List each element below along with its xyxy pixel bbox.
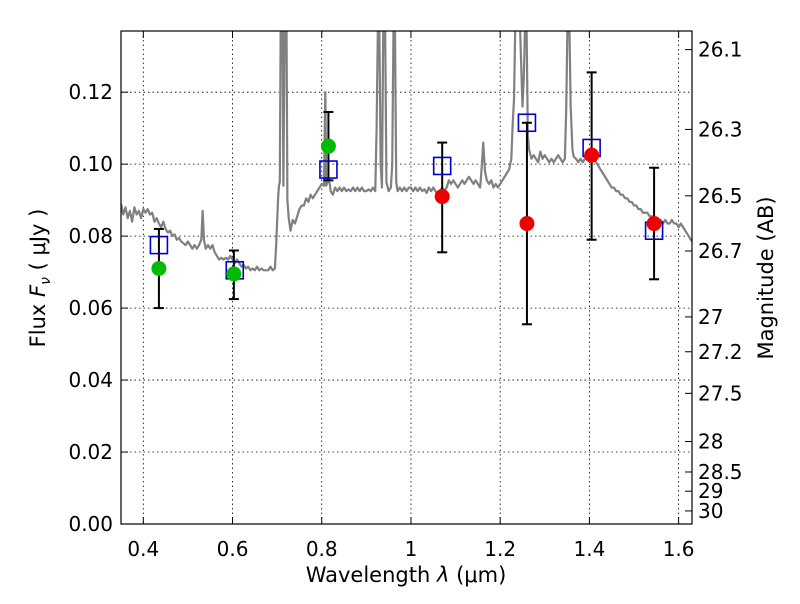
x-tick-label: 1.4 <box>573 537 605 561</box>
observed-point-red <box>584 147 600 163</box>
magnitude-tick-label: 26.3 <box>698 117 743 141</box>
x-tick-label: 1.2 <box>484 537 516 561</box>
y-axis-label-prefix: Flux <box>26 304 50 348</box>
plot-frame <box>120 30 693 525</box>
magnitude-axis-label: Magnitude (AB) <box>754 196 778 359</box>
observed-point-red <box>434 189 450 205</box>
x-tick-label: 0.6 <box>217 537 249 561</box>
magnitude-tick-label: 27.2 <box>698 340 743 364</box>
ticks-layer: 0.4 0.6 0.8 1 1.2 1.4 1.6 0.00 0.02 0.04 0.06 0.08 0… <box>68 31 743 561</box>
observed-point-green <box>320 138 336 154</box>
y-axis-label-symbol: F <box>26 284 50 297</box>
magnitude-tick-label: 27.5 <box>698 381 743 405</box>
y-axis-label: Flux Fν ( μJy ) <box>26 209 54 348</box>
magnitude-tick-label: 27 <box>698 305 723 329</box>
x-axis-label: Wavelength λ (μm) <box>306 563 507 587</box>
observed-point-green <box>226 266 242 282</box>
x-axis-label-unit: (μm) <box>456 563 506 587</box>
x-axis-label-prefix: Wavelength <box>306 563 431 587</box>
x-axis-label-symbol: λ <box>436 563 449 587</box>
x-tick-label: 0.4 <box>127 537 159 561</box>
model-photometry-square <box>149 235 169 255</box>
x-tick-label: 1 <box>405 537 418 561</box>
magnitude-tick-label: 26.7 <box>698 239 743 263</box>
points-layer <box>151 138 662 282</box>
magnitude-tick-label: 26.1 <box>698 38 743 62</box>
magnitude-tick-label: 29 <box>698 479 723 503</box>
magnitude-tick-label: 30 <box>698 499 723 523</box>
y-tick-label: 0.10 <box>68 152 113 176</box>
observed-point-red <box>519 216 535 232</box>
y-tick-label: 0.04 <box>68 368 113 392</box>
magnitude-tick-label: 28 <box>698 430 723 454</box>
y-tick-label: 0.12 <box>68 80 113 104</box>
magnitude-tick-label: 28.5 <box>698 460 743 484</box>
model-photometry-square <box>319 160 338 179</box>
observed-point-red <box>646 216 662 232</box>
model-photometry-square <box>517 113 537 133</box>
x-tick-label: 0.8 <box>306 537 338 561</box>
y-axis-label-subscript: ν <box>38 277 54 285</box>
y-tick-label: 0.08 <box>68 224 113 248</box>
y-tick-label: 0.06 <box>68 296 113 320</box>
observed-point-green <box>151 261 167 277</box>
magnitude-tick-label: 26.5 <box>698 184 743 208</box>
y-tick-label: 0.02 <box>68 440 113 464</box>
model-photometry-square <box>432 156 452 176</box>
x-tick-label: 1.6 <box>663 537 695 561</box>
grid <box>121 31 692 524</box>
y-tick-label: 0.00 <box>68 512 113 536</box>
y-axis-label-unit: ( μJy ) <box>26 209 50 271</box>
